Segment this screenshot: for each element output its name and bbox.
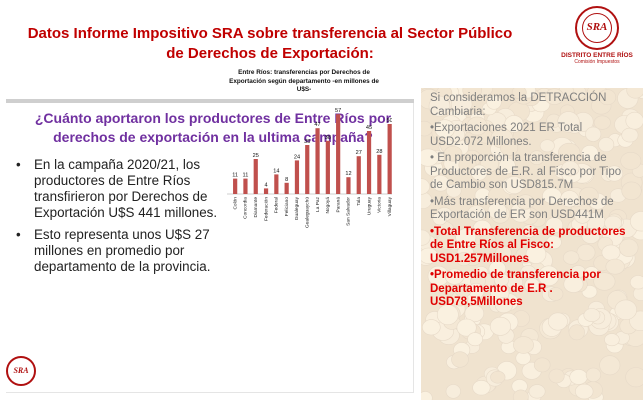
category-label: Diamante (253, 197, 259, 218)
category-label: Uruguay (366, 196, 372, 215)
chart-title: Entre Ríos: transferencias por Derechos … (229, 69, 379, 93)
right-panel: Si consideramos la DETRACCIÓN Cambiaria:… (430, 92, 635, 313)
slide-top-bar (6, 99, 414, 103)
bar-value-label: 8 (285, 177, 288, 183)
bar-value-label: 12 (345, 171, 351, 177)
chart-bar (253, 159, 258, 194)
bar-value-label: 11 (243, 173, 249, 179)
sra-footer-logo: SRA (6, 356, 38, 388)
chart-bar (387, 124, 392, 194)
chart-bar (377, 154, 382, 194)
sra-distrito-logo: SRA DISTRITO ENTRE RÍOS Comisión Impuest… (554, 6, 640, 68)
category-label: Federación (263, 197, 269, 221)
chart-bar (305, 145, 310, 194)
chart-bar (274, 174, 279, 194)
logo-subtitle: Comisión Impuestos (574, 59, 620, 65)
chart-bar (366, 131, 372, 194)
detraccion-intro: Si consideramos la DETRACCIÓN Cambiaria: (430, 92, 607, 118)
sra-seal-icon: SRA (6, 356, 36, 386)
bar-value-label: 28 (376, 149, 382, 155)
total-transfer: •Total Transferencia de productores de E… (430, 225, 626, 265)
bar-value-label: 45 (366, 125, 372, 131)
page-title: Datos Informe Impositivo SRA sobre trans… (27, 25, 513, 62)
chart-bar (315, 128, 320, 194)
bar-value-label: 24 (294, 154, 300, 160)
tipo-cambio-transfer: • En proporción la transferencia de Prod… (430, 152, 622, 191)
bar-value-label: 47 (314, 122, 320, 128)
bar-value-label: 57 (335, 108, 341, 114)
chart-bar (325, 140, 330, 194)
sra-seal-icon: SRA (575, 6, 619, 50)
category-label: Paraná (335, 197, 341, 213)
chart-bar (263, 188, 269, 194)
category-label: Feliciano (284, 197, 290, 217)
category-label: Villaguay (387, 196, 392, 216)
average-transfer: •Promedio de transferencia por Departame… (430, 269, 601, 308)
logo-text: SRA (586, 21, 608, 33)
category-label: San Salvador (346, 197, 352, 226)
bullet-item: Esto representa unos U$S 27 millones en … (16, 227, 221, 275)
category-label: La Paz (315, 196, 321, 212)
chart-bar (356, 156, 361, 194)
bar-value-label: 11 (232, 173, 238, 179)
slide-bullets: En la campaña 2020/21, los productores d… (16, 157, 221, 281)
category-label: Gualeguay (294, 196, 300, 220)
exportaciones-total: •Exportaciones 2021 ER Total USD2.072 Mi… (430, 122, 583, 148)
chart-bar (284, 182, 289, 194)
embedded-slide: ¿Cuánto aportaron los productores de Ent… (6, 99, 414, 393)
chart-bar (346, 177, 351, 194)
category-label: Victoria (377, 197, 383, 213)
category-label: Tala (356, 197, 362, 206)
bullet-item: En la campaña 2020/21, los productores d… (16, 157, 221, 221)
slide-question: ¿Cuánto aportaron los productores de Ent… (34, 110, 392, 145)
logo-brand: DISTRITO ENTRE RÍOS (561, 52, 633, 59)
chart-bar (294, 160, 300, 194)
bar-value-label: 50 (387, 118, 392, 124)
bar-value-label: 4 (264, 182, 267, 188)
chart-bar (233, 178, 238, 194)
bar-value-label: 38 (325, 135, 331, 141)
soybeans-image (421, 88, 643, 400)
category-label: Federal (274, 197, 280, 213)
derechos-transfer: •Más transferencia por Derechos de Expor… (430, 195, 614, 222)
bar-value-label: 35 (304, 139, 310, 145)
bar-chart: 11 Colón 11 Concordia 25 Diamante 4 Federación 1… (227, 108, 392, 228)
chart-bar (243, 178, 248, 194)
bar-value-label: 27 (356, 150, 362, 156)
category-label: Gualeguaychú (305, 197, 311, 228)
category-label: Nogoyá (325, 197, 331, 214)
category-label: Colón (232, 197, 238, 210)
bar-value-label: 25 (253, 153, 259, 159)
soybean-background (421, 88, 643, 400)
chart-bar (336, 114, 341, 194)
bar-value-label: 14 (273, 168, 279, 174)
category-label: Concordia (243, 197, 249, 219)
